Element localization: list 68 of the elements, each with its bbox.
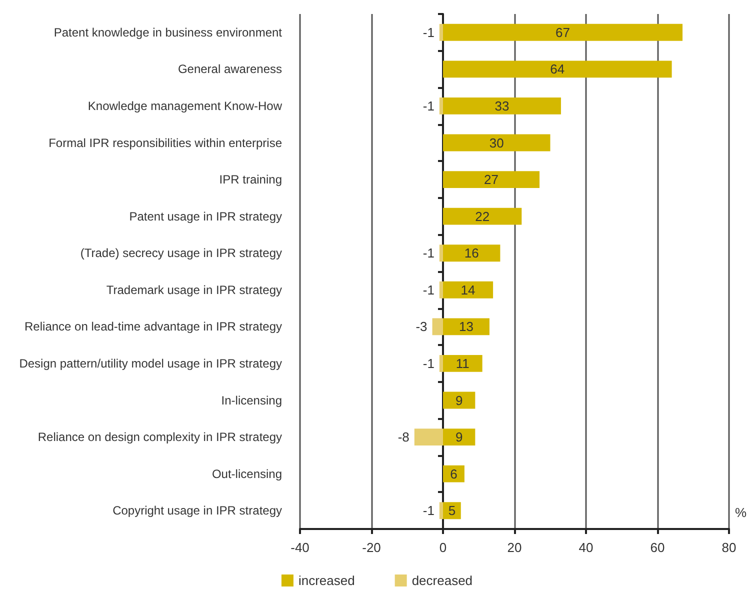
bar (439, 355, 443, 372)
data-label: 9 (455, 430, 463, 445)
y-tick-label: Design pattern/utility model usage in IPR strategy (19, 356, 282, 370)
bar (443, 355, 482, 372)
x-tick-label: 60 (650, 540, 665, 555)
y-tick-label: Out-licensing (212, 466, 282, 481)
y-tick-label: Copyright usage in IPR strategy (112, 504, 282, 518)
bar (443, 134, 550, 152)
data-label: 22 (475, 208, 490, 224)
data-label: 33 (494, 98, 510, 114)
y-tick-label: Patent knowledge in business environment (54, 25, 283, 40)
data-label: -8 (398, 430, 410, 445)
data-label: 30 (489, 135, 504, 150)
data-label: 16 (464, 246, 479, 261)
bar (439, 98, 443, 114)
y-tick-label: Reliance on design complexity in IPR strategy (38, 430, 282, 444)
bar (443, 318, 490, 336)
bar (443, 60, 672, 78)
data-label: 27 (484, 172, 498, 188)
data-label: -1 (422, 503, 434, 518)
x-tick-label: -20 (362, 540, 381, 555)
data-label: -1 (422, 98, 434, 114)
data-label: 67 (556, 24, 570, 40)
data-label: 64 (550, 62, 565, 77)
bar (443, 171, 540, 188)
y-tick-label: Knowledge management Know-How (88, 98, 282, 113)
x-tick-label: 20 (507, 540, 522, 555)
bar (443, 208, 522, 225)
y-tick-label: Formal IPR responsibilities within enterprise (48, 136, 282, 150)
bar (439, 24, 443, 41)
bar (443, 465, 464, 482)
data-label: 13 (459, 319, 474, 334)
x-axis-title: % (735, 505, 747, 520)
bar (439, 244, 443, 262)
data-label: -1 (422, 356, 434, 371)
bar (443, 281, 494, 298)
data-label: 14 (460, 282, 476, 298)
x-tick-label: -40 (290, 540, 310, 555)
data-label: 11 (456, 356, 470, 371)
x-tick-label: 40 (578, 540, 594, 555)
y-tick-label: (Trade) secrecy usage in IPR strategy (80, 246, 282, 260)
bar (439, 502, 443, 520)
legend-label: increased (298, 573, 355, 588)
data-label: -1 (422, 246, 434, 261)
bar (443, 98, 561, 114)
y-tick-label: Reliance on lead-time advantage in IPR strategy (24, 320, 282, 334)
bar (443, 244, 500, 262)
bar (443, 392, 476, 409)
y-tick-label: In-licensing (221, 393, 282, 408)
y-tick-label: General awareness (178, 62, 282, 76)
data-label: -1 (422, 282, 434, 298)
bar (443, 428, 476, 446)
bar (443, 24, 683, 41)
bar (414, 428, 443, 446)
data-label: 9 (455, 392, 463, 408)
y-tick-label: Patent usage in IPR strategy (129, 209, 282, 224)
bar (439, 281, 443, 298)
data-label: 5 (448, 503, 456, 518)
legend-label: decreased (412, 573, 473, 588)
y-tick-label: Trademark usage in IPR strategy (106, 282, 282, 297)
bar (432, 318, 443, 336)
x-tick-label: 80 (722, 540, 736, 555)
y-tick-label: IPR training (219, 172, 282, 187)
data-label: -1 (422, 24, 434, 40)
bar (443, 502, 461, 520)
x-tick-label: 0 (439, 540, 447, 555)
data-label: 6 (450, 466, 458, 482)
data-label: -3 (416, 319, 428, 334)
